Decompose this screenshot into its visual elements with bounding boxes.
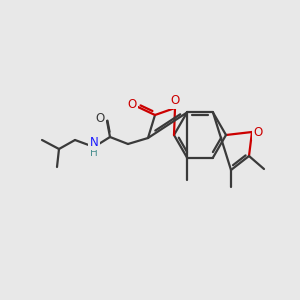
Text: H: H (90, 148, 98, 158)
Text: O: O (95, 112, 105, 124)
Text: N: N (90, 136, 98, 148)
Text: O: O (128, 98, 136, 110)
Text: O: O (170, 94, 180, 107)
Text: O: O (254, 125, 262, 139)
